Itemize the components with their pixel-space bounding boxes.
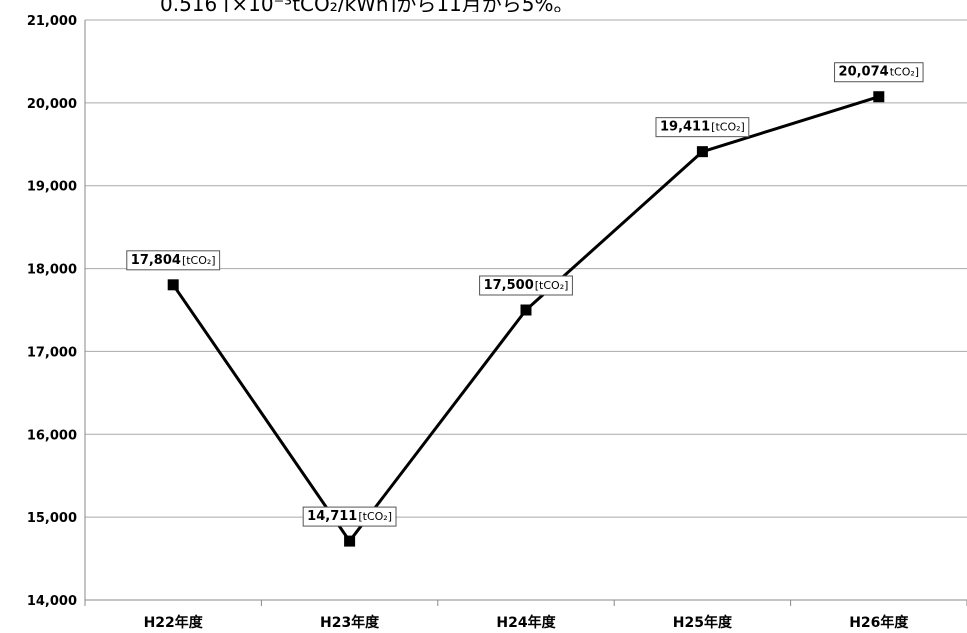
data-label-text: 17,804[tCO₂] bbox=[131, 253, 216, 268]
y-tick-label: 14,000 bbox=[27, 594, 77, 609]
chart-top-note: 0.516 [×10⁻³tCO₂/kWh]から11月から5%。 bbox=[160, 0, 574, 12]
data-label-box bbox=[126, 250, 221, 271]
point-markers bbox=[167, 91, 885, 547]
data-label-value: 19,411 bbox=[660, 120, 710, 135]
data-label: 14,711[tCO₂] bbox=[302, 506, 397, 527]
y-tick-label: 21,000 bbox=[27, 14, 77, 29]
data-label-value: 17,804 bbox=[131, 253, 181, 268]
x-tick-label: H25年度 bbox=[673, 614, 733, 631]
data-label-text: 19,411[tCO₂] bbox=[660, 120, 745, 135]
y-tick-label: 17,000 bbox=[27, 345, 77, 360]
y-tick-label: 20,000 bbox=[27, 97, 77, 112]
data-label-box bbox=[479, 275, 573, 296]
data-label-value: 14,711 bbox=[307, 509, 357, 524]
data-point-marker bbox=[344, 535, 356, 547]
data-label: 17,804[tCO₂] bbox=[126, 250, 221, 271]
data-label-unit: [tCO₂] bbox=[535, 279, 569, 292]
x-tick-label: H22年度 bbox=[144, 614, 204, 631]
data-point-marker bbox=[696, 146, 708, 158]
x-tick-label: H23年度 bbox=[320, 614, 380, 631]
data-label-unit: [tCO₂] bbox=[182, 254, 216, 267]
data-point-marker bbox=[873, 91, 885, 103]
data-label-text: 20,074tCO₂] bbox=[839, 65, 920, 80]
data-label-unit: [tCO₂] bbox=[358, 510, 392, 523]
data-label-box bbox=[655, 117, 750, 138]
axes: 14,000 15,000 16,000 17,000 18,000 19,000 20,0… bbox=[27, 14, 967, 631]
data-label: 19,411[tCO₂] bbox=[655, 117, 750, 138]
data-label-value: 20,074 bbox=[839, 65, 889, 80]
y-tick-label: 15,000 bbox=[27, 511, 77, 526]
data-point-marker bbox=[167, 279, 179, 291]
series-line-layer bbox=[171, 95, 880, 543]
data-label-text: 17,500[tCO₂] bbox=[484, 278, 569, 293]
data-label-unit: [tCO₂] bbox=[711, 121, 745, 134]
data-label-unit: tCO₂] bbox=[890, 66, 919, 79]
data-label: 17,500[tCO₂] bbox=[479, 275, 573, 296]
series-line bbox=[171, 95, 880, 543]
y-tick-label: 18,000 bbox=[27, 263, 77, 278]
data-label-text: 14,711[tCO₂] bbox=[307, 509, 392, 524]
x-tick-label: H26年度 bbox=[849, 614, 909, 631]
data-label-value: 17,500 bbox=[484, 278, 534, 293]
data-point-marker bbox=[520, 304, 532, 316]
data-label-box bbox=[834, 62, 924, 83]
data-label-box bbox=[302, 506, 397, 527]
data-labels: 17,804[tCO₂]14,711[tCO₂]17,500[tCO₂]19,4… bbox=[126, 62, 924, 527]
data-label: 20,074tCO₂] bbox=[834, 62, 924, 83]
y-tick-label: 19,000 bbox=[27, 180, 77, 195]
x-tick-label: H24年度 bbox=[496, 614, 556, 631]
y-tick-label: 16,000 bbox=[27, 428, 77, 443]
